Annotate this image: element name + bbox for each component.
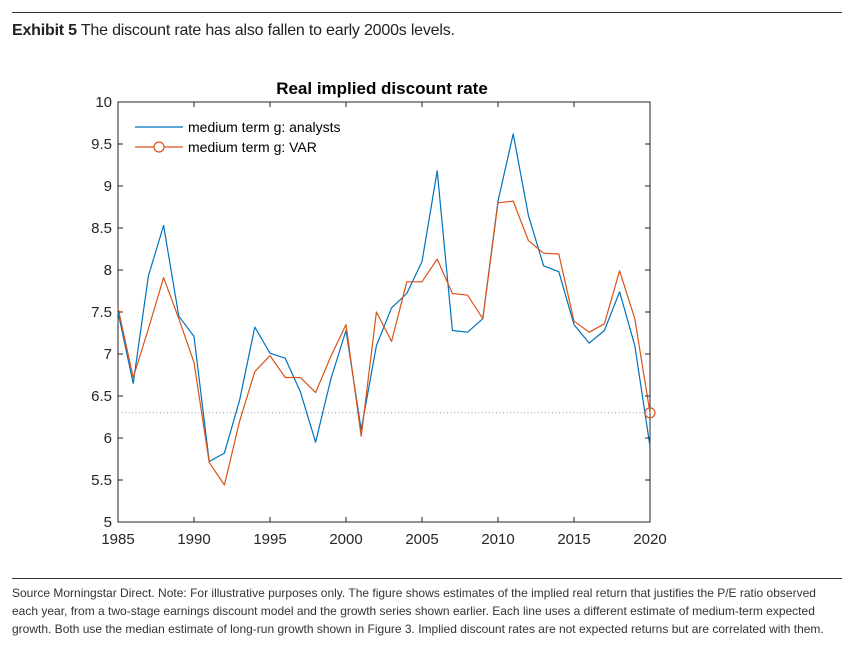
x-tick-label: 1990 [177, 531, 210, 548]
y-tick-label: 7.5 [91, 304, 112, 321]
legend-label: medium term g: analysts [188, 119, 341, 135]
chart-title: Real implied discount rate [276, 79, 488, 98]
y-tick-label: 8 [104, 262, 112, 279]
y-tick-label: 9.5 [91, 136, 112, 153]
x-tick-label: 1985 [101, 531, 134, 548]
top-rule [12, 12, 842, 13]
series-line-var [117, 200, 651, 486]
x-tick-label: 2000 [329, 531, 362, 548]
legend-marker [153, 141, 165, 153]
y-tick-label: 7 [104, 346, 112, 363]
y-tick-label: 5 [104, 514, 112, 531]
y-tick-label: 10 [95, 94, 112, 111]
exhibit-caption: Exhibit 5 The discount rate has also fal… [12, 22, 455, 40]
series-end-marker [644, 407, 656, 419]
y-tick-label: 6.5 [91, 388, 112, 405]
exhibit-label: Exhibit 5 [12, 22, 77, 39]
x-tick-label: 2010 [481, 531, 514, 548]
bottom-rule [12, 578, 842, 579]
x-tick-label: 2015 [557, 531, 590, 548]
discount-rate-chart: Real implied discount rate 5 5.5 6 6.5 7 7.5 8… [91, 79, 667, 548]
y-tick-label: 9 [104, 178, 112, 195]
legend-label: medium term g: VAR [188, 139, 317, 155]
legend: medium term g: analysts medium term g: VA… [135, 119, 341, 155]
x-tick-label: 1995 [253, 531, 286, 548]
y-tick-label: 8.5 [91, 220, 112, 237]
x-tick-label: 2005 [405, 531, 438, 548]
y-tick-label: 6 [104, 430, 112, 447]
y-tick-label: 5.5 [91, 472, 112, 489]
source-note: Source Morningstar Direct. Note: For ill… [12, 586, 824, 636]
exhibit-title: The discount rate has also fallen to ear… [80, 22, 455, 39]
plot-area [117, 101, 651, 523]
x-tick-label: 2020 [633, 531, 666, 548]
